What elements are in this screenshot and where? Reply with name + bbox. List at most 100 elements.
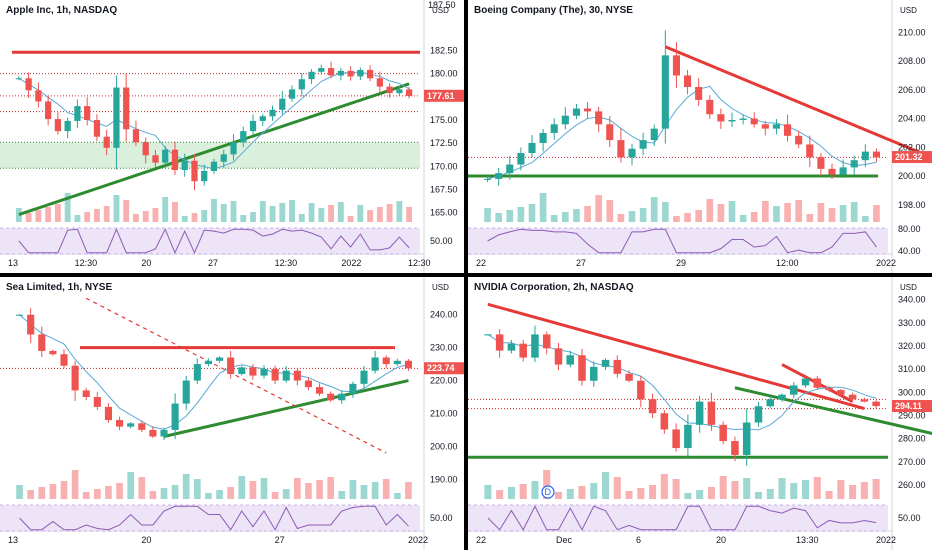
candle-body <box>825 387 833 391</box>
candle-body <box>601 359 610 367</box>
price-tick: 198.00 <box>898 200 926 210</box>
volume-bar <box>554 492 562 499</box>
candle-body <box>672 55 680 76</box>
volume-bar <box>860 482 868 499</box>
volume-bar <box>584 206 591 222</box>
price-tick: 320.00 <box>898 341 926 351</box>
volume-bar <box>308 203 315 222</box>
volume-bar <box>628 211 636 222</box>
volume-bar <box>784 203 791 222</box>
candle-body <box>507 343 516 351</box>
volume-bar <box>684 493 692 499</box>
volume-bar <box>396 201 403 222</box>
volume-bar <box>731 481 739 499</box>
volume-bar <box>127 472 134 499</box>
volume-bar <box>142 211 149 222</box>
rsi-tick: 50.00 <box>898 513 921 523</box>
candle-body <box>695 401 704 425</box>
price-tick: 330.00 <box>898 318 926 328</box>
time-tick: 12:30 <box>75 258 98 268</box>
volume-bar <box>371 482 379 499</box>
candle-body <box>71 365 79 391</box>
volume-bar <box>573 209 580 222</box>
time-tick: 6 <box>636 535 641 545</box>
volume-bar <box>539 193 547 222</box>
support-trendline <box>734 386 932 435</box>
candle-body <box>661 55 669 129</box>
candle-body <box>35 90 42 102</box>
volume-bar <box>862 216 869 222</box>
volume-bar <box>825 491 833 499</box>
last-price-label: 201.32 <box>895 152 923 162</box>
candle-body <box>338 393 346 401</box>
candle-body <box>293 370 301 381</box>
candle-body <box>806 144 814 158</box>
time-tick: 27 <box>275 535 285 545</box>
price-tick: 280.00 <box>898 434 926 444</box>
rsi-line <box>487 228 877 254</box>
volume-bar <box>707 487 715 499</box>
candle-body <box>182 380 190 404</box>
volume-bar <box>45 207 52 222</box>
candle-body <box>761 124 769 129</box>
volume-bar <box>360 485 368 499</box>
time-tick: 2022 <box>876 258 896 268</box>
candle-body <box>706 99 714 115</box>
volume-bar <box>227 487 234 499</box>
volume-bar <box>349 480 357 499</box>
candle-body <box>357 69 364 77</box>
volume-bar <box>850 202 858 222</box>
volume-bar <box>778 478 786 499</box>
candle-body <box>778 394 786 400</box>
volume-bar <box>806 214 814 222</box>
candle-body <box>528 142 536 154</box>
volume-bar <box>660 474 668 499</box>
volume-bar <box>279 203 286 222</box>
candle-body <box>15 78 22 80</box>
volume-bar <box>849 485 857 499</box>
volume-bar <box>318 208 325 222</box>
volume-bar <box>602 472 610 499</box>
candle-body <box>550 124 558 133</box>
resistance-trendline <box>487 302 865 411</box>
panel-aapl: USD187.50182.50180.00177.50175.00172.501… <box>0 0 464 273</box>
volume-bar <box>506 210 514 222</box>
support-trendline <box>163 379 409 438</box>
volume-bar <box>695 210 702 222</box>
candle-body <box>717 114 725 122</box>
price-tick: 220.00 <box>430 376 458 386</box>
volume-bar <box>27 490 34 499</box>
rsi-tick: 50.00 <box>430 513 453 523</box>
candle-body <box>160 429 168 437</box>
candle-body <box>695 86 703 100</box>
volume-bar <box>617 214 625 222</box>
volume-bar <box>49 484 57 499</box>
candle-body <box>220 154 227 162</box>
time-tick: 20 <box>141 535 151 545</box>
price-tick: 204.00 <box>898 114 926 124</box>
volume-bar <box>289 200 295 222</box>
last-price-badge <box>892 151 932 164</box>
volume-bar <box>528 204 536 222</box>
volume-bar <box>238 476 246 499</box>
time-tick: 2022 <box>341 258 361 268</box>
candle-body <box>617 140 625 158</box>
volume-bar <box>728 201 736 222</box>
volume-bar <box>717 204 725 222</box>
candle-body <box>191 160 198 182</box>
candle-body <box>750 118 758 125</box>
time-tick: 27 <box>208 258 218 268</box>
moving-average-line <box>487 333 877 431</box>
volume-bar <box>338 491 346 499</box>
moving-average-line <box>487 85 877 180</box>
candle-body <box>684 424 692 448</box>
moving-average-line <box>19 314 409 430</box>
volume-bar <box>367 210 374 222</box>
candle-body <box>84 106 91 120</box>
volume-bar <box>550 215 558 222</box>
candle-body <box>637 380 645 400</box>
volume-bar <box>719 476 727 499</box>
chart-aapl: USD187.50182.50180.00177.50175.00172.501… <box>0 0 464 273</box>
rsi-band <box>468 228 888 254</box>
price-tick: 182.50 <box>430 45 458 55</box>
